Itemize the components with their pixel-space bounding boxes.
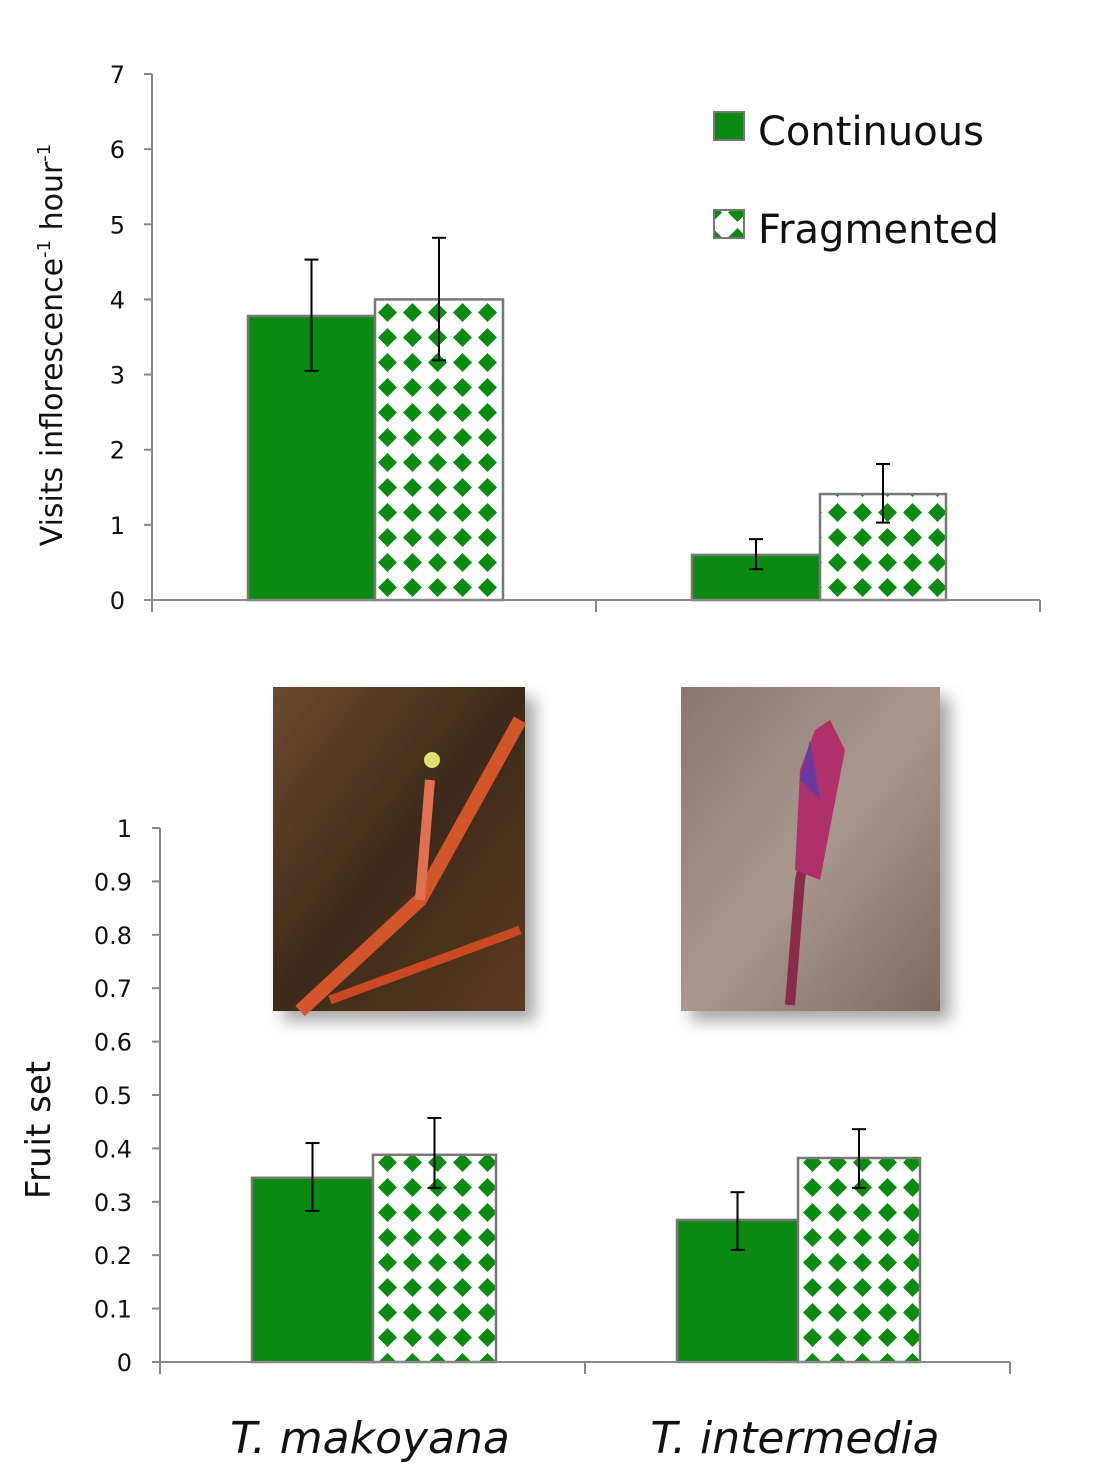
category-label-intermedia: T. intermedia (650, 1413, 939, 1464)
y-tick-label: 0.6 (94, 1029, 132, 1057)
y-tick-label: 4 (110, 286, 125, 314)
y-tick-label: 0.4 (94, 1135, 132, 1163)
y-tick-label: 0.5 (94, 1082, 132, 1110)
bar-fragmented-1 (796, 1156, 922, 1364)
error-bar-continuous-1 (749, 538, 763, 571)
y-tick-label: 0 (110, 587, 125, 615)
error-bar-continuous-0 (305, 1142, 320, 1212)
y-tick-label: 0.3 (94, 1189, 132, 1217)
y-tick-label: 0.8 (94, 922, 132, 950)
y-tick-label: 5 (110, 211, 125, 239)
y-tick-label: 2 (110, 437, 125, 465)
error-bar-fragmented-0 (432, 236, 446, 362)
legend-swatch-fragmented (713, 209, 745, 239)
error-bar-continuous-0 (304, 258, 319, 372)
y-tick-label: 0.2 (94, 1242, 132, 1270)
y-tick-label: 1 (117, 815, 132, 843)
error-bar-fragmented-1 (852, 1128, 866, 1189)
intermedia-photo (681, 687, 940, 1011)
legend-label-fragmented: Fragmented (758, 207, 999, 253)
y-tick-label: 0.1 (94, 1296, 132, 1324)
legend-label-continuous: Continuous (758, 109, 984, 155)
visits-chart: 0 1 2 3 4 5 6 7 (110, 61, 1041, 615)
y-axis-label-visits: Visits inflorescence-1 hour-1 (34, 144, 70, 547)
makoyana-photo (273, 687, 527, 1017)
error-bar-continuous-1 (730, 1191, 745, 1251)
y-tick-label: 7 (110, 61, 125, 89)
legend-swatch-continuous (713, 111, 745, 141)
y-tick-label: 6 (110, 136, 125, 164)
y-tick-label: 0.9 (94, 868, 132, 896)
category-label-makoyana: T. makoyana (230, 1413, 510, 1464)
fruit-set-chart: 0 0.1 0.2 0.3 0.4 0.5 0.6 0.7 0.8 0.9 1 (94, 815, 1011, 1377)
y-tick-label: 3 (110, 362, 125, 390)
error-bar-fragmented-0 (427, 1116, 442, 1189)
error-bar-fragmented-1 (876, 462, 890, 524)
y-tick-label: 0.7 (94, 975, 132, 1003)
y-tick-label: 0 (117, 1349, 132, 1377)
y-tick-label: 1 (110, 512, 125, 540)
bar-fragmented-0 (371, 1153, 498, 1364)
legend: Continuous Fragmented (713, 109, 999, 253)
y-axis-label-fruit-set: Fruit set (19, 1061, 59, 1199)
